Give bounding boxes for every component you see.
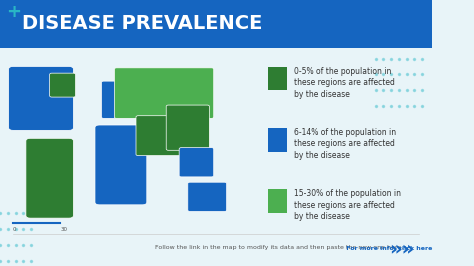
- Bar: [268, 189, 287, 213]
- Text: »»: »»: [389, 239, 414, 258]
- Text: 0: 0: [13, 227, 17, 232]
- FancyBboxPatch shape: [50, 73, 75, 97]
- FancyBboxPatch shape: [95, 125, 147, 205]
- FancyBboxPatch shape: [188, 182, 227, 211]
- Text: 30: 30: [61, 227, 67, 232]
- Text: For more info, click here: For more info, click here: [155, 246, 433, 251]
- Bar: [268, 128, 287, 152]
- Text: 15-30% of the population in
these regions are affected
by the disease: 15-30% of the population in these region…: [293, 189, 401, 222]
- FancyBboxPatch shape: [101, 81, 136, 118]
- FancyBboxPatch shape: [166, 105, 210, 150]
- Text: +: +: [7, 3, 21, 21]
- FancyBboxPatch shape: [136, 116, 183, 156]
- Bar: [0, 0, 432, 48]
- Text: DISEASE PREVALENCE: DISEASE PREVALENCE: [22, 14, 262, 34]
- FancyBboxPatch shape: [26, 138, 73, 218]
- FancyBboxPatch shape: [179, 148, 214, 177]
- FancyBboxPatch shape: [114, 68, 214, 118]
- Bar: [268, 66, 287, 90]
- Text: Follow the link in the map to modify its data and then paste the new one here.: Follow the link in the map to modify its…: [155, 245, 404, 250]
- Text: 6-14% of the population in
these regions are affected
by the disease: 6-14% of the population in these regions…: [293, 128, 396, 160]
- FancyBboxPatch shape: [9, 66, 73, 130]
- Text: 0-5% of the population in
these regions are affected
by the disease: 0-5% of the population in these regions …: [293, 66, 394, 99]
